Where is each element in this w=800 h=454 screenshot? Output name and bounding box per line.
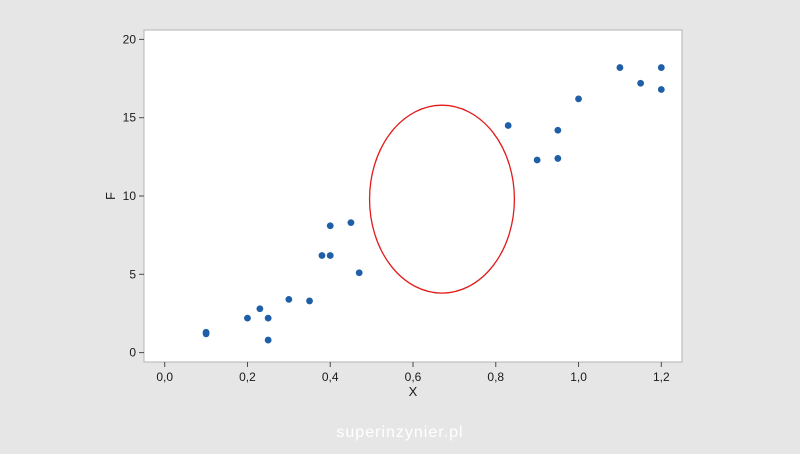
data-point — [657, 86, 665, 93]
x-tick-label: 0,6 — [405, 370, 422, 384]
plot-area — [143, 29, 683, 363]
data-point — [264, 336, 272, 344]
data-point — [264, 314, 272, 322]
data-point — [657, 64, 665, 71]
data-point — [318, 252, 326, 259]
data-point — [637, 79, 645, 87]
data-point — [554, 155, 562, 162]
data-point — [575, 95, 582, 103]
data-point — [355, 269, 363, 277]
y-tick-label: 15 — [123, 111, 137, 125]
y-tick-label: 20 — [123, 32, 137, 46]
data-point — [256, 305, 264, 313]
data-point — [306, 297, 313, 305]
annotations — [368, 104, 516, 294]
watermark-text: superinzynier.pl — [336, 424, 463, 441]
x-tick-label: 0,0 — [156, 370, 173, 384]
data-point — [326, 222, 334, 230]
data-point — [533, 156, 541, 164]
data-point — [554, 126, 562, 134]
y-tick-label: 10 — [123, 189, 137, 203]
data-point — [504, 122, 512, 129]
highlight-ellipse — [368, 104, 516, 294]
data-points — [202, 64, 665, 344]
x-axis-label: X — [409, 384, 418, 399]
data-point — [616, 64, 624, 71]
x-tick-label: 0,4 — [322, 370, 339, 384]
x-tick-label: 0,2 — [239, 370, 256, 384]
y-axis-label: F — [103, 192, 118, 200]
data-point — [347, 219, 355, 227]
x-axis: 0,0 0,2 0,4 0,6 0,8 1,0 1,2 — [156, 362, 670, 384]
x-tick-label: 1,2 — [653, 370, 670, 384]
y-axis: 0 5 10 15 20 — [123, 32, 144, 360]
x-tick-label: 1,0 — [570, 370, 587, 384]
data-point — [202, 330, 210, 338]
data-point — [244, 314, 251, 322]
y-tick-label: 5 — [129, 267, 136, 281]
data-point — [285, 295, 293, 303]
x-tick-label: 0,8 — [487, 370, 504, 384]
y-tick-label: 0 — [129, 346, 136, 360]
data-point — [326, 252, 334, 259]
